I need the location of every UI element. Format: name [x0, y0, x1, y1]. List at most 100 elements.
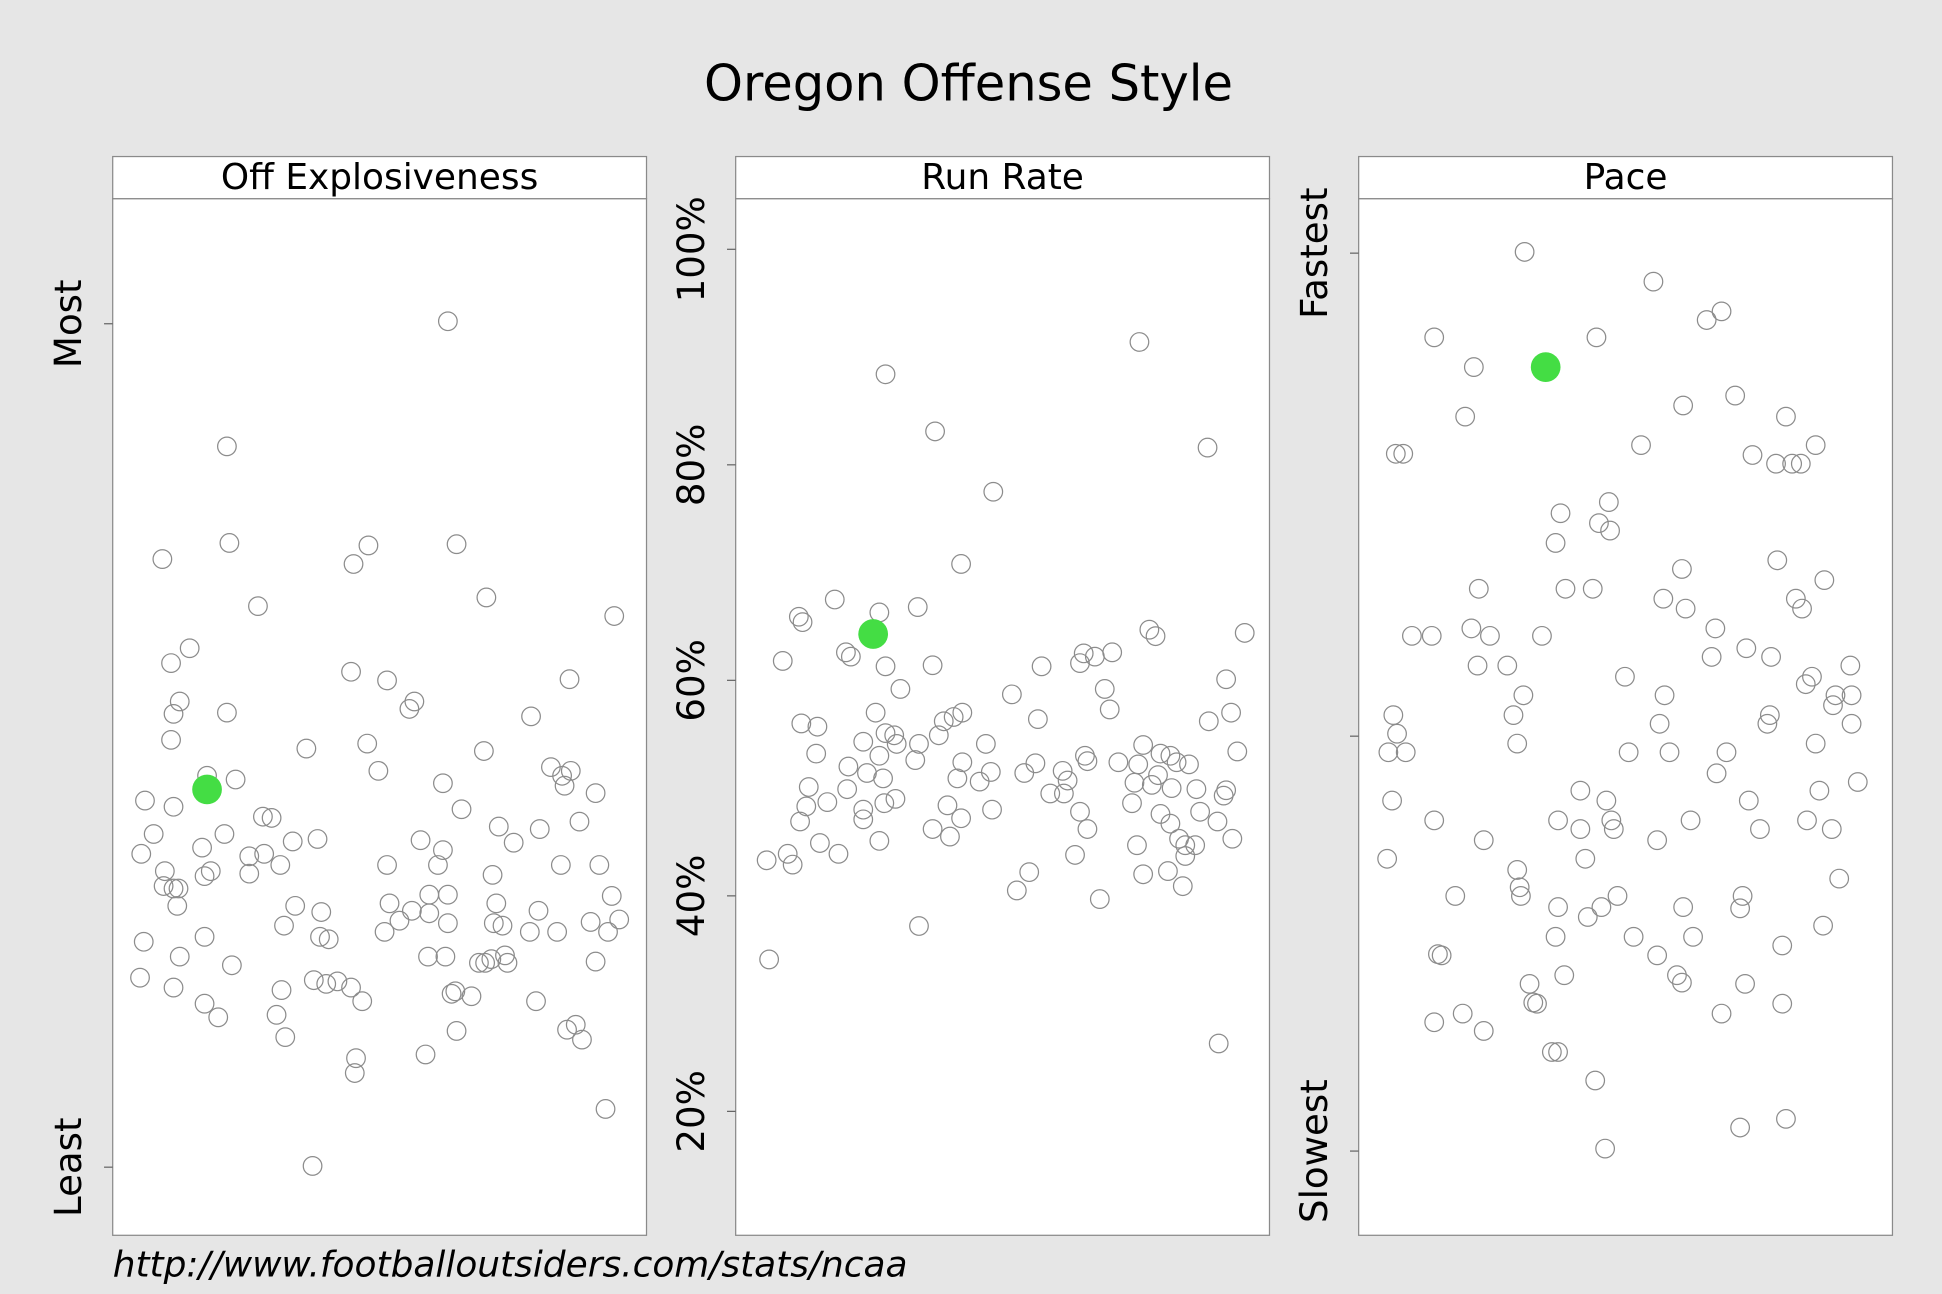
point [777, 843, 798, 864]
point [1227, 741, 1248, 762]
point [1150, 743, 1171, 764]
point [1160, 745, 1181, 766]
point [1680, 810, 1701, 831]
point [192, 837, 212, 858]
point [1545, 926, 1566, 947]
point [1532, 625, 1552, 646]
chart-title: Oregon Offense Style [704, 55, 1233, 113]
point [1234, 623, 1255, 643]
point [869, 745, 890, 766]
point [163, 977, 184, 998]
point [1643, 271, 1664, 292]
point [756, 850, 777, 871]
point [796, 796, 817, 817]
point [1750, 819, 1770, 839]
point [1647, 830, 1668, 851]
point [1160, 813, 1181, 834]
source: http://www.footballoutsiders.com/stats/n… [113, 1244, 908, 1285]
strip [735, 155, 1271, 200]
point [1814, 570, 1835, 591]
point [853, 799, 874, 820]
point [1395, 742, 1416, 763]
point [1509, 877, 1530, 898]
point [1070, 653, 1090, 674]
point [1595, 1138, 1616, 1159]
point [1503, 705, 1524, 726]
point [341, 977, 361, 998]
point [1601, 810, 1622, 831]
point [1615, 666, 1635, 687]
point [598, 921, 618, 942]
point [302, 1156, 323, 1176]
point [1065, 844, 1085, 865]
point [1161, 778, 1182, 799]
point [311, 902, 332, 922]
point [282, 831, 303, 852]
point [399, 699, 420, 719]
point [1421, 625, 1442, 646]
point [1122, 793, 1142, 814]
point [379, 893, 400, 914]
point [495, 945, 515, 966]
point [1186, 779, 1207, 800]
point [585, 783, 606, 804]
point [1198, 711, 1219, 732]
point [1385, 443, 1406, 464]
point [486, 893, 507, 914]
point [261, 808, 282, 828]
point [1053, 783, 1074, 804]
point [266, 1004, 287, 1025]
point [1577, 907, 1598, 927]
point [1548, 897, 1568, 917]
point [1158, 861, 1178, 881]
point [1497, 655, 1518, 676]
point [1089, 889, 1110, 909]
point [865, 702, 886, 723]
point [951, 808, 971, 829]
point [925, 421, 945, 442]
point [1014, 763, 1035, 783]
point [161, 729, 181, 750]
point [1461, 618, 1482, 639]
point [473, 741, 494, 761]
point [357, 733, 378, 754]
point [940, 826, 960, 847]
point [1761, 646, 1781, 667]
point [565, 1014, 586, 1035]
point [163, 796, 184, 817]
point [550, 855, 571, 875]
point [1790, 453, 1811, 474]
point [437, 913, 458, 934]
point [310, 926, 330, 947]
point [905, 750, 926, 770]
point [1070, 801, 1090, 822]
point [1463, 357, 1484, 378]
point [161, 653, 181, 674]
point [1550, 503, 1571, 524]
point [1841, 685, 1862, 706]
point [1823, 695, 1843, 716]
point [952, 702, 973, 723]
point [886, 734, 907, 754]
point [1813, 915, 1834, 936]
point [1570, 819, 1591, 839]
point [219, 533, 240, 553]
point [1057, 770, 1078, 791]
point [569, 811, 590, 832]
point [1792, 598, 1812, 619]
point [1527, 993, 1547, 1014]
point [1829, 868, 1850, 889]
point [1575, 848, 1596, 869]
point [836, 642, 856, 663]
point [497, 952, 518, 973]
point [169, 946, 190, 967]
point [585, 951, 606, 972]
panel-title: Off Explosiveness [221, 157, 538, 198]
point [1094, 679, 1115, 699]
point [346, 1048, 366, 1069]
point [1736, 638, 1757, 659]
point [907, 597, 928, 617]
y-tick-label: 100% [670, 196, 713, 302]
point [1841, 713, 1862, 734]
